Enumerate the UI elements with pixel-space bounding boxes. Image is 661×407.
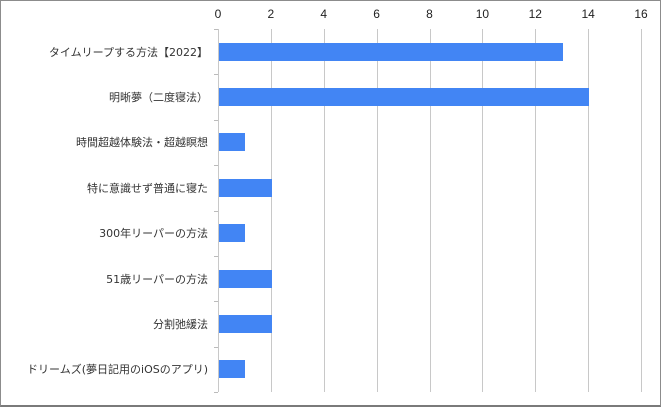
plot-area: 0 2 4 6 8 10 12 14 16 [214,7,648,393]
y-tick-mark [214,255,218,257]
bar[interactable] [219,42,563,61]
y-tick-mark [214,74,218,76]
x-tick-label: 2 [267,7,275,21]
bar[interactable] [219,133,246,152]
category-label: 51歳リーパーの方法 [106,272,208,286]
x-tick-label: 12 [528,7,542,21]
x-tick-label: 6 [373,7,380,21]
y-tick-mark [214,301,218,303]
gridline [429,29,431,392]
y-tick-mark [214,165,218,167]
category-label: タイムリープする方法【2022】 [48,45,208,59]
gridline [323,29,325,392]
x-tick-label: 16 [634,7,648,21]
y-tick-mark [214,392,218,393]
x-tick-label: 4 [320,7,328,21]
bar[interactable] [219,178,272,197]
y-tick-mark [214,346,218,348]
bar[interactable] [219,224,246,243]
gridline [588,29,590,392]
category-label: 特に意識せず普通に寝た [87,181,208,195]
x-tick-label: 14 [581,7,595,21]
bar[interactable] [219,360,246,379]
gridline [482,29,484,392]
gridline [535,29,537,392]
y-tick-mark [214,119,218,121]
bar[interactable] [219,314,272,333]
gridline [641,29,642,392]
category-label: 300年リーパーの方法 [99,227,208,241]
bar[interactable] [219,88,590,107]
bar[interactable] [219,269,272,288]
y-axis-line [218,29,219,392]
category-label: 時間超越体験法・超越瞑想 [76,136,208,150]
y-tick-mark [214,29,218,30]
y-tick-mark [214,210,218,212]
gridline [376,29,378,392]
x-tick-label: 0 [214,7,222,21]
gridline [270,29,272,392]
x-tick-label: 10 [475,7,490,21]
category-label: 分割弛緩法 [153,317,208,331]
category-label: ドリームズ(夢日記用のiOSのアプリ) [27,363,208,377]
x-tick-label: 8 [426,7,433,21]
category-label: 明晰夢（二度寝法） [109,91,208,105]
